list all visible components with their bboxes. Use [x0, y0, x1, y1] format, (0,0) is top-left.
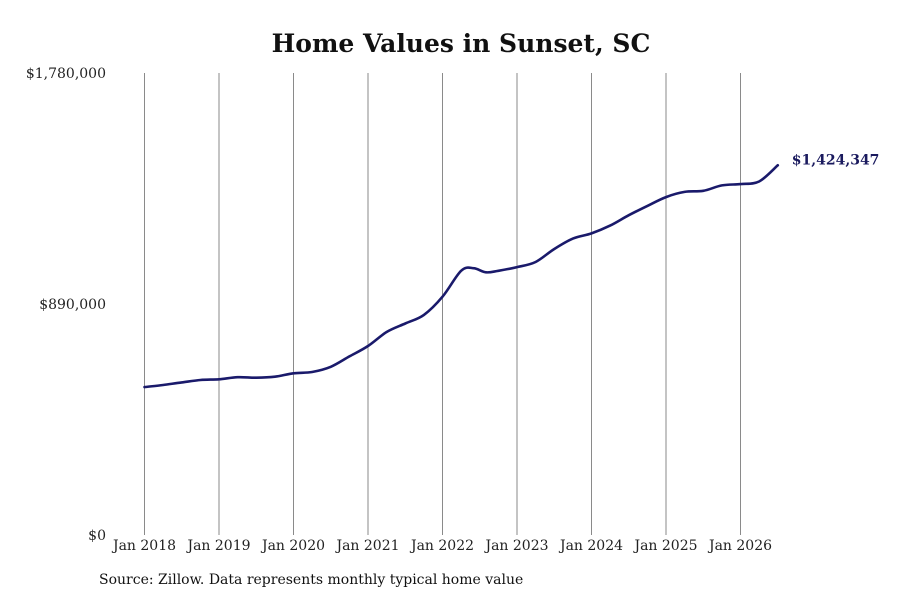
x-tick-label: Jan 2023 — [483, 538, 548, 554]
gridlines — [144, 73, 741, 535]
x-tick-label: Jan 2021 — [334, 538, 399, 554]
y-axis-ticks: $0 $890,000 $1,780,000 — [26, 66, 106, 544]
x-axis-ticks: Jan 2018 Jan 2019 Jan 2020 Jan 2021 Jan 2022… — [111, 538, 772, 554]
y-tick-label: $890,000 — [39, 297, 106, 313]
chart-title: Home Values in Sunset, SC — [272, 29, 651, 58]
x-tick-label: Jan 2019 — [185, 538, 250, 554]
x-tick-label: Jan 2022 — [409, 538, 474, 554]
y-tick-label: $0 — [88, 528, 106, 544]
x-tick-label: Jan 2026 — [707, 538, 772, 554]
x-tick-label: Jan 2020 — [260, 538, 325, 554]
end-value-label: $1,424,347 — [792, 152, 880, 168]
source-note: Source: Zillow. Data represents monthly … — [99, 572, 524, 588]
x-tick-label: Jan 2025 — [632, 538, 697, 554]
series-line-home-value — [143, 164, 780, 389]
x-tick-label: Jan 2024 — [558, 538, 623, 554]
x-tick-label: Jan 2018 — [111, 538, 176, 554]
y-tick-label: $1,780,000 — [26, 66, 106, 82]
